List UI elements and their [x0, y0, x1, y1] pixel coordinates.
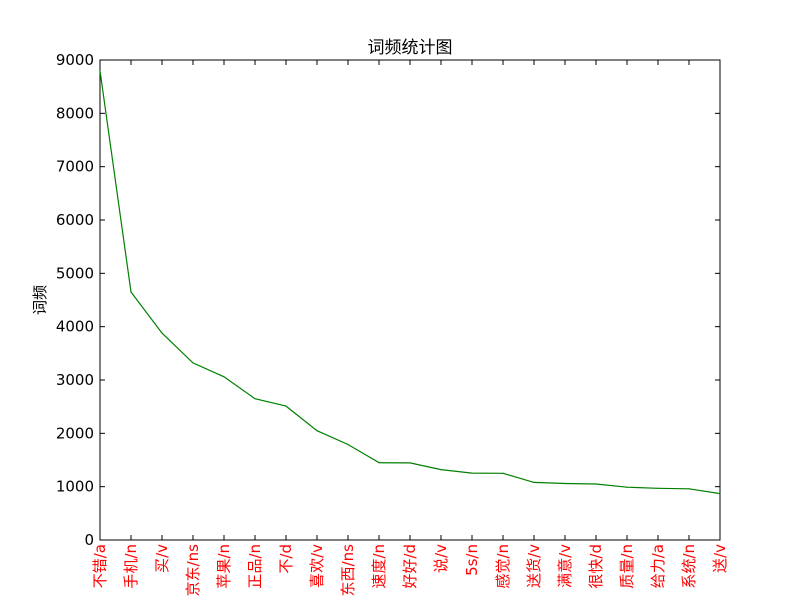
data-point	[626, 486, 628, 488]
x-tick-label: 京东/ns	[184, 544, 202, 597]
data-point	[595, 483, 597, 485]
x-tick-label: 系统/n	[680, 544, 698, 589]
y-tick-label: 6000	[56, 211, 94, 229]
x-tick-label: 很快/d	[587, 544, 605, 589]
data-point	[688, 488, 690, 490]
x-tick-label: 感觉/n	[494, 544, 512, 589]
data-point	[161, 332, 163, 334]
x-tick-label: 不错/a	[91, 544, 109, 588]
y-tick-label: 8000	[56, 104, 94, 122]
plot-area: 0 1000 2000 3000 4000 5000 6000 7000 8000 9000 不错/…	[56, 51, 729, 596]
x-tick-label: 好好/d	[401, 544, 419, 589]
data-point	[223, 376, 225, 378]
data-point	[657, 487, 659, 489]
y-tick-label: 4000	[56, 318, 94, 336]
x-tick-label: 买/v	[153, 544, 171, 573]
y-tick-label: 0	[84, 531, 94, 549]
x-tick-label: 送货/v	[525, 544, 543, 588]
data-point	[378, 462, 380, 464]
x-tick-label: 不/d	[277, 544, 295, 574]
x-tick-label: 喜欢/v	[308, 544, 326, 588]
data-point	[285, 405, 287, 407]
data-point	[471, 472, 473, 474]
x-tick-label: 说/v	[432, 544, 450, 573]
chart-title: 词频统计图	[368, 38, 453, 58]
x-tick-label: 正品/n	[246, 544, 264, 589]
x-tick-label: 满意/v	[556, 544, 574, 588]
x-tick-label: 送/v	[711, 544, 729, 573]
y-tick-label: 5000	[56, 264, 94, 282]
data-point	[409, 462, 411, 464]
x-tick-label: 给力/a	[649, 544, 667, 588]
x-tick-label: 5s/n	[463, 544, 481, 576]
data-point	[192, 362, 194, 364]
x-tick-label: 质量/n	[618, 544, 636, 589]
y-tick-label: 9000	[56, 51, 94, 69]
y-tick-label: 7000	[56, 158, 94, 176]
x-tick-label: 手机/n	[122, 544, 140, 589]
y-tick-label: 3000	[56, 371, 94, 389]
data-point	[99, 70, 101, 72]
data-point	[564, 482, 566, 485]
data-point	[719, 493, 721, 495]
data-point	[440, 469, 442, 471]
data-point	[130, 291, 132, 293]
x-tick-label: 苹果/n	[215, 544, 233, 589]
y-tick-label: 1000	[56, 478, 94, 496]
data-point	[502, 472, 504, 474]
y-axis-label: 词频	[31, 285, 49, 315]
data-point	[533, 481, 535, 483]
x-tick-label: 东西/ns	[339, 544, 357, 597]
data-point	[254, 398, 256, 400]
data-point	[347, 443, 349, 446]
x-tick-label: 速度/n	[370, 544, 388, 589]
y-tick-label: 2000	[56, 424, 94, 442]
series-line	[99, 70, 721, 495]
plot-frame	[99, 59, 721, 541]
data-point	[316, 430, 318, 432]
